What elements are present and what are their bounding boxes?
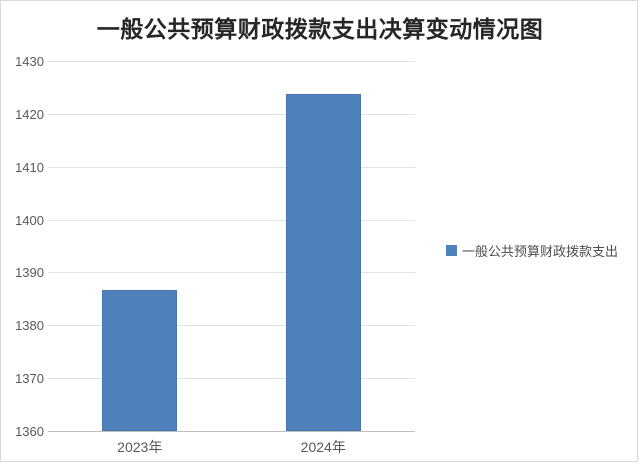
- y-tick-label: 1420: [15, 106, 44, 122]
- gridline: [48, 61, 415, 62]
- x-tick-label: 2024年: [300, 439, 346, 455]
- legend-label: 一般公共预算财政拨款支出: [462, 244, 619, 259]
- legend-swatch-icon: [446, 245, 457, 256]
- plot-area: [48, 61, 415, 432]
- bar-2023年: [102, 290, 178, 431]
- gridline: [48, 166, 415, 168]
- gridline: [48, 378, 415, 380]
- y-tick-label: 1370: [15, 371, 44, 387]
- y-tick-label: 1430: [15, 54, 44, 69]
- y-tick-label: 1390: [15, 265, 44, 281]
- y-tick-label: 1360: [15, 424, 44, 439]
- gridline: [48, 325, 415, 327]
- bar-2024年: [285, 93, 361, 431]
- gridline: [48, 272, 415, 274]
- y-tick-label: 1410: [15, 159, 44, 175]
- x-tick-label: 2023年: [117, 439, 163, 455]
- legend: 一般公共预算财政拨款支出: [446, 241, 618, 260]
- gridline: [48, 113, 415, 115]
- chart-title: 一般公共预算财政拨款支出决算变动情况图: [96, 17, 544, 42]
- y-tick-label: 1380: [15, 318, 44, 334]
- x-axis-line: [48, 431, 415, 432]
- y-tick-label: 1400: [15, 212, 44, 228]
- gridline: [48, 219, 415, 221]
